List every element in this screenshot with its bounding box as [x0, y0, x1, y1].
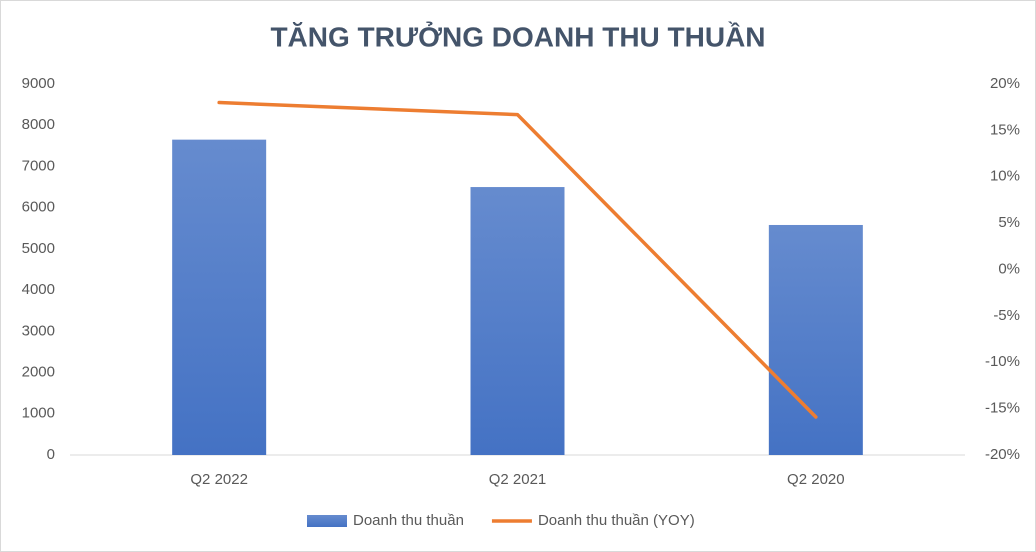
x-tick-label: Q2 2021 [489, 471, 547, 488]
y-tick-label: 8000 [22, 116, 55, 133]
bar [470, 187, 565, 456]
chart-title: TĂNG TRƯỞNG DOANH THU THUẦN [270, 20, 765, 52]
y2-tick-label: -20% [985, 446, 1020, 463]
y2-tick-label: -10% [985, 353, 1020, 370]
legend-label: Doanh thu thuần [353, 512, 464, 529]
y2-tick-label: 20% [990, 75, 1020, 92]
y-tick-label: 6000 [22, 199, 55, 216]
y-tick-label: 2000 [22, 364, 55, 381]
legend-swatch [307, 515, 347, 527]
y2-tick-label: 0% [998, 260, 1020, 277]
bar [768, 224, 863, 455]
x-tick-label: Q2 2020 [787, 471, 845, 488]
y-tick-label: 9000 [22, 75, 55, 92]
y-tick-label: 4000 [22, 281, 55, 298]
y-tick-label: 3000 [22, 322, 55, 339]
y2-tick-label: -5% [993, 307, 1020, 324]
y2-tick-label: 10% [990, 168, 1020, 185]
legend-label: Doanh thu thuần (YOY) [538, 512, 695, 529]
y-tick-label: 7000 [22, 157, 55, 174]
y2-tick-label: 5% [998, 214, 1020, 231]
y-tick-label: 1000 [22, 405, 55, 422]
x-tick-label: Q2 2022 [190, 471, 248, 488]
line [217, 100, 818, 419]
bar [172, 139, 267, 455]
y2-tick-label: 15% [990, 121, 1020, 138]
y-tick-label: 5000 [22, 240, 55, 257]
y-tick-label: 0 [47, 446, 55, 463]
y2-tick-label: -15% [985, 400, 1020, 417]
